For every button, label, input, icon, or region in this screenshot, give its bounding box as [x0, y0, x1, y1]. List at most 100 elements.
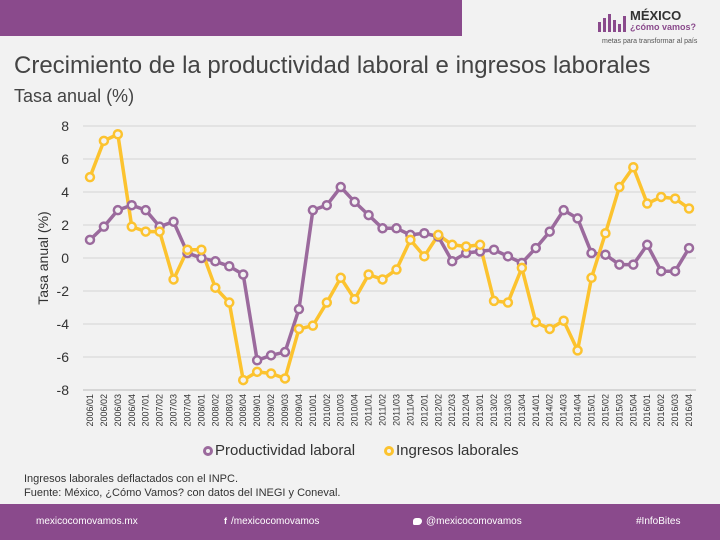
- x-tick-label: 2014/01: [531, 394, 541, 427]
- data-point-ingresos: [502, 297, 514, 308]
- data-point-ingresos: [460, 241, 472, 252]
- data-point-ingresos: [251, 366, 263, 378]
- x-tick-label: 2008/02: [210, 394, 220, 427]
- y-tick-label: 4: [61, 184, 69, 200]
- x-tick-label: 2011/03: [391, 394, 401, 426]
- data-point-ingresos: [237, 374, 249, 386]
- data-point-ingresos: [530, 317, 542, 328]
- data-point-ingresos: [168, 274, 179, 285]
- series-line-ingresos: [88, 132, 691, 382]
- logo-tagline: metas para transformar al país: [602, 38, 698, 45]
- x-tick-label: 2011/02: [378, 394, 388, 426]
- x-tick-label: 2008/03: [224, 394, 234, 427]
- data-point-ingresos: [655, 191, 667, 203]
- data-point-ingresos: [84, 171, 96, 183]
- data-point-ingresos: [377, 274, 388, 285]
- footer-facebook[interactable]: f/mexicocomovamos: [224, 516, 319, 527]
- twitter-icon: [413, 517, 422, 525]
- data-point-ingresos: [196, 244, 207, 255]
- data-point-ingresos: [474, 239, 486, 251]
- x-tick-label: 2012/04: [461, 394, 471, 427]
- data-point-productividad: [237, 269, 249, 280]
- data-point-productividad: [641, 239, 653, 251]
- data-point-productividad: [614, 259, 625, 270]
- data-point-ingresos: [558, 315, 569, 326]
- y-tick-label: -4: [57, 316, 70, 332]
- x-tick-label: 2015/01: [587, 394, 597, 427]
- logo-subtitle: ¿cómo vamos?: [630, 22, 697, 32]
- y-tick-label: -2: [57, 283, 70, 299]
- data-point-productividad: [446, 256, 458, 267]
- y-tick-label: -8: [57, 382, 70, 398]
- x-tick-label: 2007/03: [169, 394, 179, 427]
- data-point-productividad: [600, 249, 611, 260]
- x-tick-label: 2008/04: [238, 394, 248, 427]
- footer-facebook-label: /mexicocomovamos: [231, 516, 320, 527]
- data-point-ingresos: [405, 234, 416, 246]
- y-tick-label: 2: [61, 217, 69, 233]
- x-tick-label: 2010/01: [308, 394, 318, 427]
- y-tick-label: 8: [61, 118, 69, 134]
- x-tick-label: 2009/04: [294, 394, 304, 427]
- data-point-productividad: [572, 213, 583, 224]
- data-point-ingresos: [683, 203, 695, 214]
- data-point-ingresos: [544, 323, 555, 335]
- data-point-productividad: [544, 226, 555, 237]
- data-point-productividad: [265, 350, 277, 361]
- footer-hashtag[interactable]: #InfoBites: [636, 516, 681, 527]
- footer-website-link[interactable]: mexicocomovamos.mx: [36, 516, 138, 527]
- y-tick-label: 6: [61, 151, 69, 167]
- x-tick-label: 2014/03: [559, 394, 569, 427]
- legend-label-ingresos: Ingresos laborales: [396, 442, 519, 459]
- legend-marker-ingresos: [384, 445, 394, 456]
- data-point-productividad: [279, 346, 291, 358]
- data-point-productividad: [363, 209, 374, 221]
- data-point-ingresos: [279, 373, 291, 384]
- x-tick-label: 2011/04: [405, 394, 415, 426]
- data-point-productividad: [168, 216, 179, 227]
- data-point-ingresos: [516, 262, 528, 274]
- x-tick-label: 2016/04: [684, 394, 694, 427]
- data-point-ingresos: [154, 226, 165, 237]
- data-point-productividad: [419, 228, 430, 239]
- legend-item-ingresos: Ingresos laborales: [384, 442, 519, 459]
- data-point-ingresos: [293, 323, 305, 335]
- data-point-ingresos: [628, 162, 639, 173]
- chart-title: Crecimiento de la productividad laboral …: [14, 52, 651, 79]
- data-point-productividad: [628, 259, 639, 270]
- y-tick-label: -6: [57, 349, 70, 365]
- x-tick-label: 2016/03: [670, 394, 680, 427]
- note-source: Fuente: México, ¿Cómo Vamos? con datos d…: [24, 487, 341, 499]
- data-point-productividad: [377, 223, 388, 234]
- x-tick-label: 2016/02: [656, 394, 666, 427]
- data-point-ingresos: [321, 297, 333, 308]
- data-point-ingresos: [641, 198, 653, 209]
- data-point-productividad: [502, 251, 514, 262]
- data-point-productividad: [112, 204, 124, 216]
- x-tick-label: 2006/03: [113, 394, 123, 427]
- data-point-productividad: [224, 261, 235, 272]
- x-tick-label: 2016/01: [642, 394, 652, 427]
- x-tick-label: 2007/02: [155, 394, 165, 427]
- data-point-ingresos: [586, 272, 597, 284]
- legend-label-productividad: Productividad laboral: [215, 442, 356, 459]
- top-banner: [0, 0, 462, 36]
- data-point-ingresos: [446, 239, 458, 251]
- data-point-ingresos: [600, 228, 611, 239]
- data-point-ingresos: [98, 135, 110, 147]
- data-point-ingresos: [433, 229, 444, 241]
- legend-item-productividad: Productividad laboral: [203, 442, 355, 459]
- data-point-productividad: [349, 196, 360, 208]
- data-point-productividad: [530, 242, 542, 254]
- data-point-ingresos: [182, 244, 193, 255]
- footer-twitter[interactable]: @mexicocomovamos: [413, 516, 522, 527]
- data-point-ingresos: [419, 251, 430, 262]
- x-tick-label: 2007/04: [182, 394, 192, 427]
- data-point-productividad: [321, 199, 333, 211]
- logo-bars-icon: [598, 14, 628, 32]
- data-point-productividad: [683, 242, 695, 254]
- data-point-ingresos: [572, 345, 583, 356]
- data-point-productividad: [335, 181, 346, 193]
- data-point-productividad: [488, 244, 500, 255]
- data-point-ingresos: [488, 295, 500, 307]
